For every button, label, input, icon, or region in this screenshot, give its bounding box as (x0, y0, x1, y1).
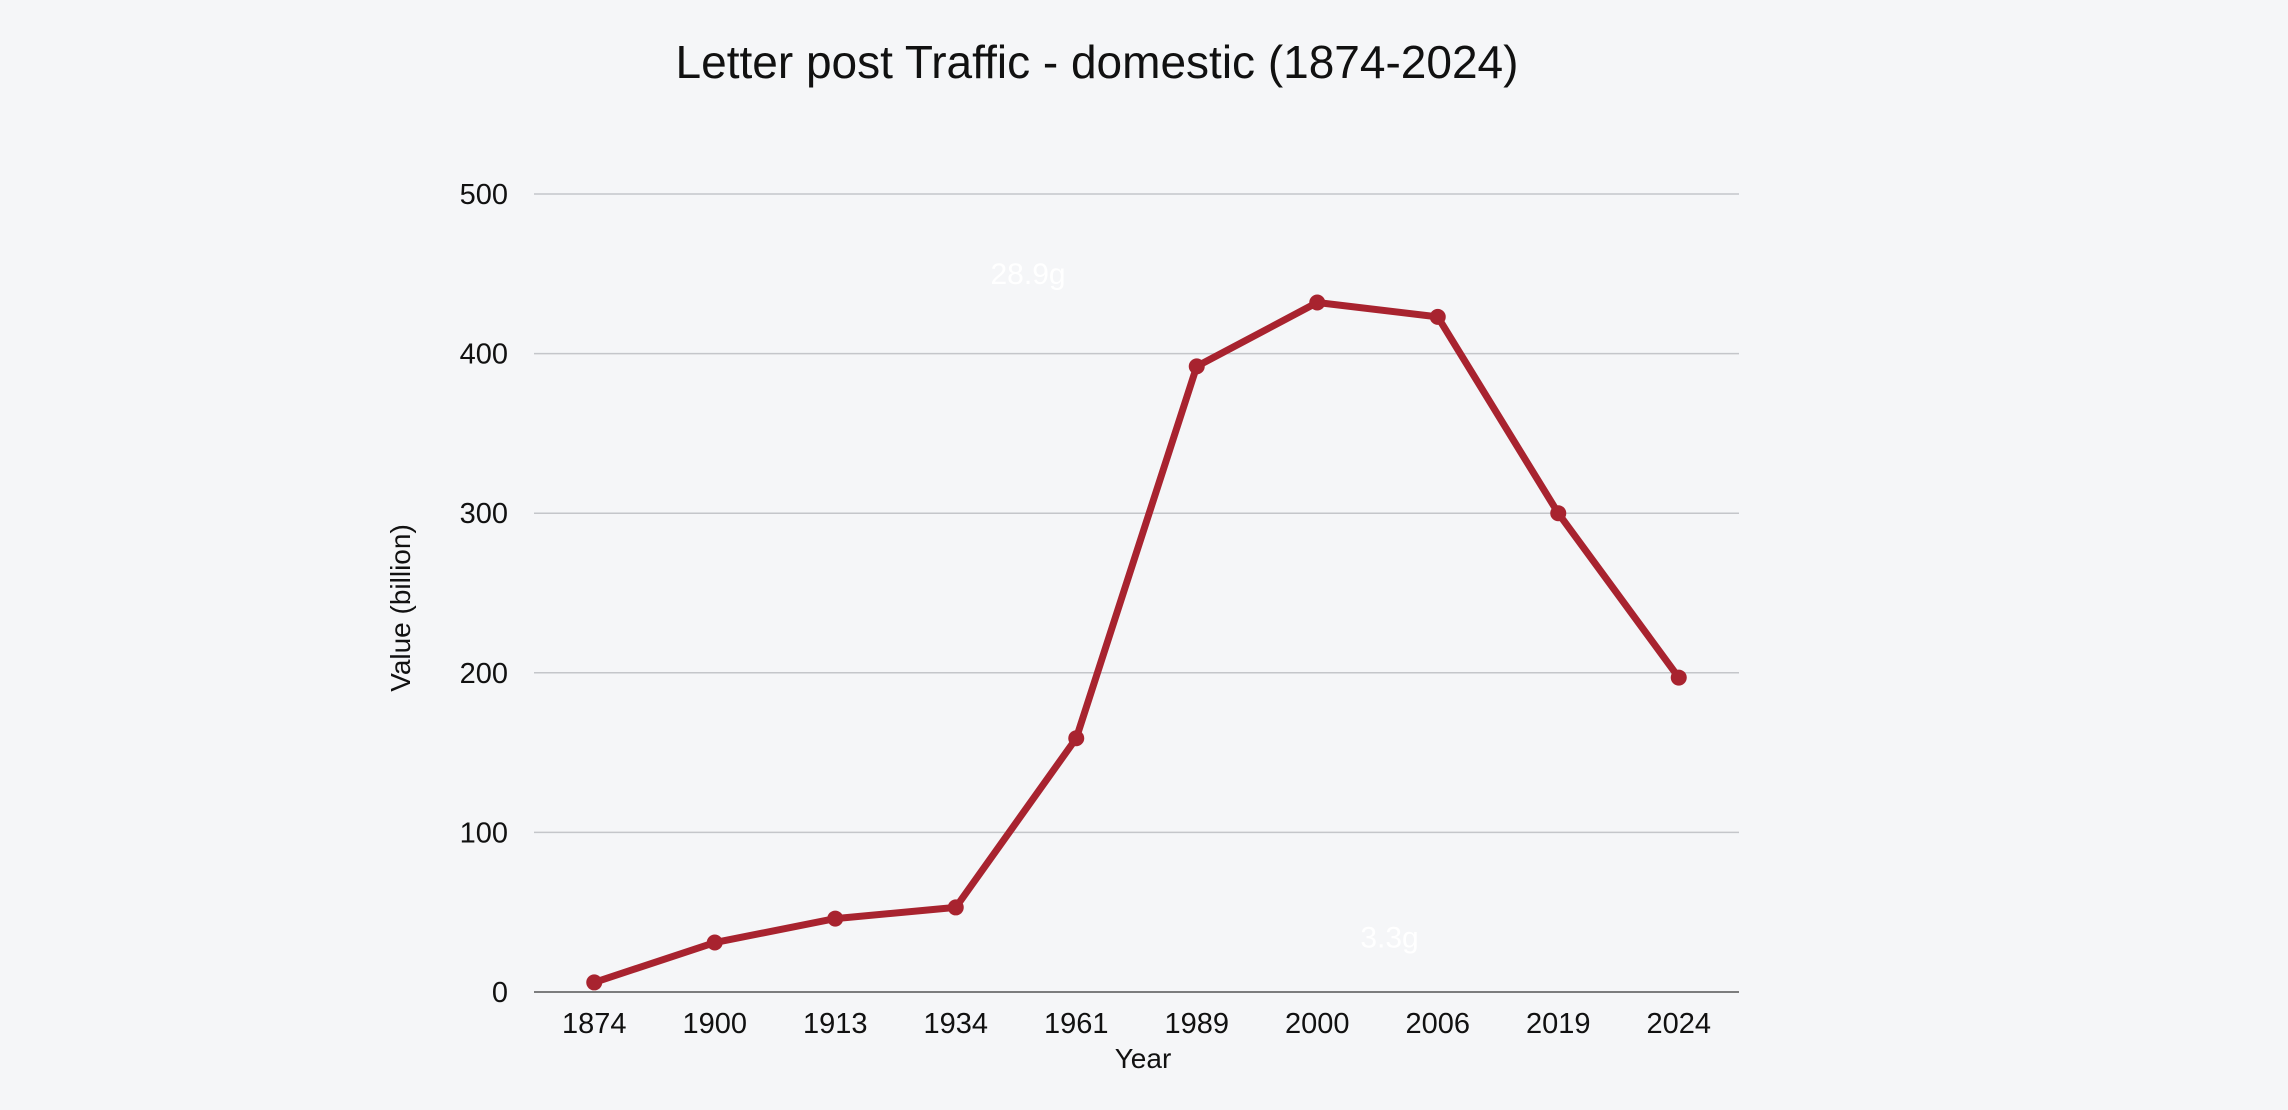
x-tick-label: 1934 (923, 1008, 988, 1040)
y-tick-label: 300 (460, 498, 508, 530)
data-point (1309, 294, 1326, 311)
x-tick-label: 1989 (1164, 1008, 1229, 1040)
x-tick-label: 2024 (1646, 1008, 1711, 1040)
x-tick-label: 1961 (1044, 1008, 1109, 1040)
y-tick-label: 0 (492, 977, 508, 1009)
x-tick-label: 1900 (682, 1008, 747, 1040)
x-axis-label: Year (1115, 1043, 1172, 1074)
y-axis-label: Value (billion) (385, 524, 416, 692)
data-point (1188, 358, 1205, 375)
data-point (586, 974, 603, 991)
data-point (827, 910, 844, 927)
data-point (1068, 730, 1085, 747)
data-point (1429, 308, 1446, 325)
annotation-label: 3.3g (1360, 922, 1418, 955)
y-tick-label: 200 (460, 658, 508, 690)
x-tick-label: 2000 (1285, 1008, 1350, 1040)
data-point (1550, 505, 1567, 522)
x-tick-label: 2019 (1526, 1008, 1591, 1040)
data-point (947, 899, 964, 916)
data-point (706, 934, 723, 951)
x-tick-label: 1913 (803, 1008, 868, 1040)
x-tick-label: 1874 (562, 1008, 627, 1040)
chart-title: Letter post Traffic - domestic (1874-202… (676, 36, 1519, 88)
data-point (1670, 669, 1687, 686)
y-tick-label: 500 (460, 179, 508, 211)
x-tick-label: 2006 (1405, 1008, 1470, 1040)
annotation-label: 28.9g (991, 258, 1066, 291)
y-tick-label: 100 (460, 817, 508, 849)
y-tick-label: 400 (460, 339, 508, 371)
series-line (593, 299, 1682, 986)
